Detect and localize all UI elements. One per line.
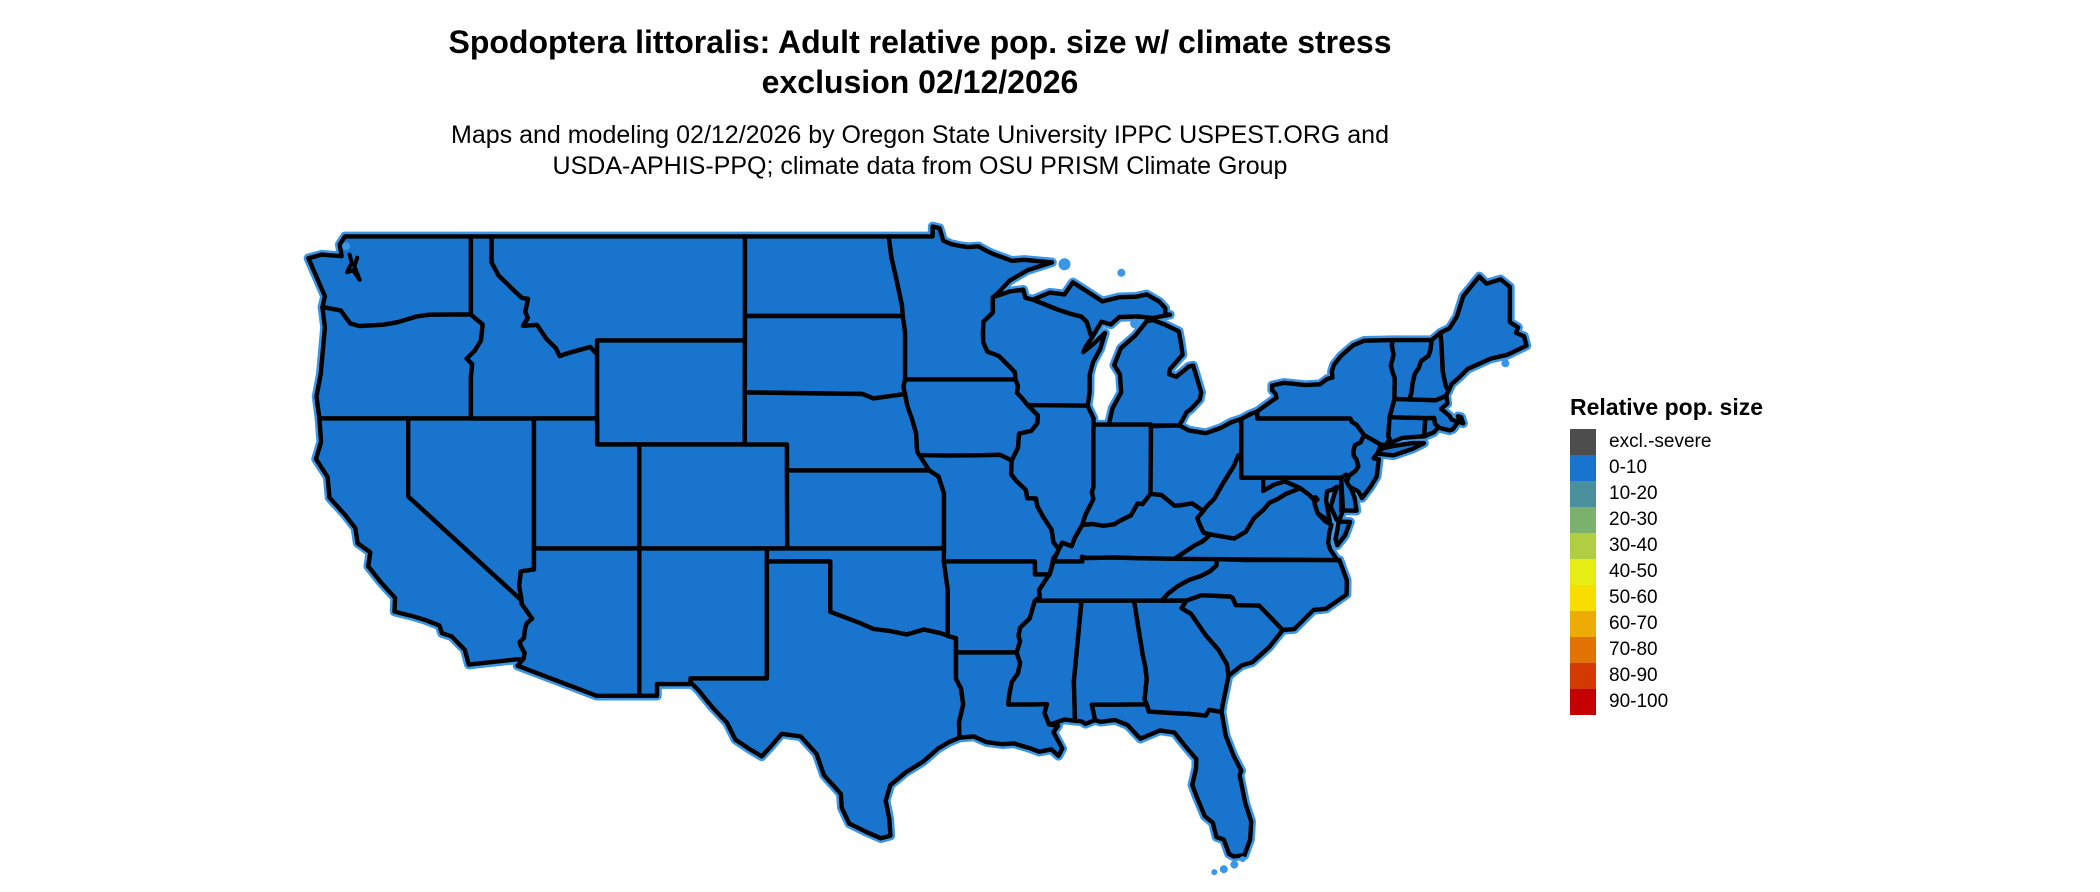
legend-item-label: 60-70 xyxy=(1609,613,1658,634)
legend-item-label: 30-40 xyxy=(1609,535,1658,556)
legend-item-label: 20-30 xyxy=(1609,509,1658,530)
state-ND xyxy=(742,234,905,319)
water-speck xyxy=(1117,268,1126,277)
legend-item: excl.-severe xyxy=(1570,429,1763,455)
legend-swatch-2 xyxy=(1570,481,1596,507)
legend-swatch-8 xyxy=(1570,637,1596,663)
legend-title: Relative pop. size xyxy=(1570,394,1764,420)
legend-swatch-10 xyxy=(1570,689,1596,715)
figure-subtitle: Maps and modeling 02/12/2026 by Oregon S… xyxy=(300,120,1540,182)
legend-swatch-4 xyxy=(1570,533,1596,559)
state-NM xyxy=(637,546,770,698)
map-detail-layer xyxy=(345,252,362,282)
legend-item-label: excl.-severe xyxy=(1609,431,1712,452)
legend-item: 0-10 xyxy=(1570,455,1763,481)
legend-item-label: 10-20 xyxy=(1609,483,1658,504)
legend-item-label: 50-60 xyxy=(1609,587,1658,608)
state-DC xyxy=(1310,495,1320,505)
legend-item: 30-40 xyxy=(1570,533,1763,559)
state-NC xyxy=(1159,556,1349,633)
figure-title: Spodoptera littoralis: Adult relative po… xyxy=(300,22,1540,102)
legend-item: 10-20 xyxy=(1570,481,1763,507)
legend-items: excl.-severe 0-10 10-20 20-30 30-40 40-50 50-6… xyxy=(1570,429,1763,715)
state-KS xyxy=(784,468,947,551)
state-FL xyxy=(1089,702,1254,859)
puget-sound xyxy=(345,252,362,282)
water-specks-layer xyxy=(342,242,1510,876)
legend-swatch-0 xyxy=(1570,429,1596,455)
water-speck xyxy=(1230,860,1239,869)
legend-item: 70-80 xyxy=(1570,637,1763,663)
legend-item-label: 70-80 xyxy=(1609,639,1658,660)
water-speck xyxy=(1058,258,1071,271)
legend: Relative pop. size excl.-severe 0-10 10-20… xyxy=(1570,394,1763,715)
legend-item: 60-70 xyxy=(1570,611,1763,637)
figure-subtitle-line2: USDA-APHIS-PPQ; climate data from OSU PR… xyxy=(552,152,1288,180)
legend-swatch-6 xyxy=(1570,585,1596,611)
water-speck xyxy=(1219,865,1228,874)
legend-item: 20-30 xyxy=(1570,507,1763,533)
figure-title-line2: exclusion 02/12/2026 xyxy=(761,64,1079,100)
water-speck xyxy=(1130,318,1141,329)
figure-title-line1: Spodoptera littoralis: Adult relative po… xyxy=(448,24,1392,60)
legend-swatch-3 xyxy=(1570,507,1596,533)
water-speck xyxy=(1239,856,1246,863)
state-SD xyxy=(742,313,908,401)
water-speck xyxy=(1501,359,1510,368)
states-layer xyxy=(306,224,1529,859)
state-CO xyxy=(637,442,790,551)
legend-item-label: 80-90 xyxy=(1609,665,1658,686)
legend-item-label: 0-10 xyxy=(1609,457,1648,478)
state-MI xyxy=(1030,280,1204,428)
water-speck xyxy=(1211,869,1218,876)
us-choropleth-map xyxy=(303,221,1532,876)
state-NJ xyxy=(1343,432,1384,501)
legend-item: 40-50 xyxy=(1570,559,1763,585)
figure-subtitle-line1: Maps and modeling 02/12/2026 by Oregon S… xyxy=(451,121,1389,149)
legend-item-label: 90-100 xyxy=(1609,691,1669,712)
legend-item: 50-60 xyxy=(1570,585,1763,611)
legend-item: 80-90 xyxy=(1570,663,1763,689)
state-AZ xyxy=(515,546,642,698)
legend-swatch-7 xyxy=(1570,611,1596,637)
water-speck xyxy=(342,242,350,251)
state-ME xyxy=(1438,274,1529,393)
state-PA xyxy=(1239,409,1367,480)
legend-swatch-1 xyxy=(1570,455,1596,481)
state-WY xyxy=(594,338,748,447)
legend-swatch-5 xyxy=(1570,559,1596,585)
legend-swatch-9 xyxy=(1570,663,1596,689)
state-OR xyxy=(314,304,485,421)
state-MD xyxy=(1261,475,1346,524)
state-TX xyxy=(688,559,966,841)
legend-item-label: 40-50 xyxy=(1609,561,1658,582)
legend-item: 90-100 xyxy=(1570,689,1763,715)
